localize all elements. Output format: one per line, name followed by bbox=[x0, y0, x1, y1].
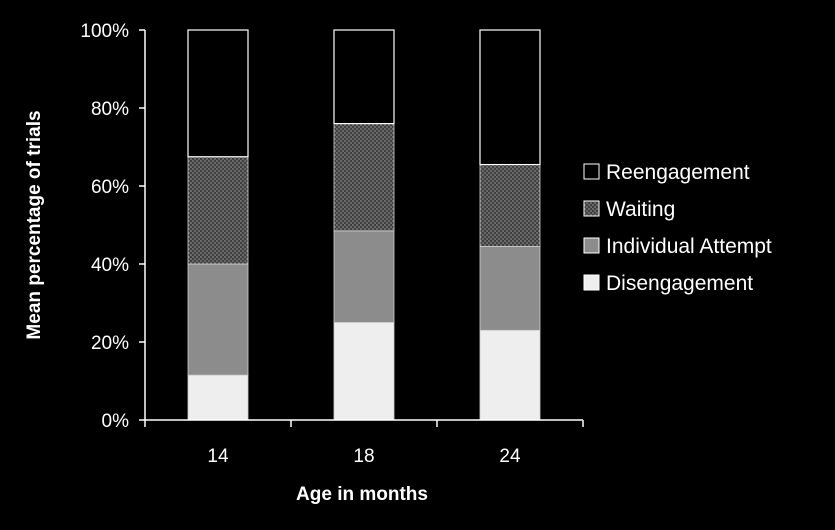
bar-individual-attempt-24 bbox=[479, 246, 541, 331]
bar-disengagement-18 bbox=[333, 322, 395, 421]
y-axis-title: Mean percentage of trials bbox=[24, 110, 45, 339]
y-ticks: 0% 20% 40% 60% 80% 100% bbox=[80, 21, 145, 432]
y-tick-label: 80% bbox=[91, 99, 129, 120]
x-tick-label: 18 bbox=[353, 446, 374, 467]
legend-label-disengagement: Disengagement bbox=[606, 272, 753, 295]
bar-waiting-18 bbox=[333, 123, 395, 232]
bar-waiting-24 bbox=[479, 164, 541, 247]
x-axis-title: Age in months bbox=[296, 484, 428, 505]
bar-disengagement-14 bbox=[187, 374, 249, 421]
legend-swatch-reengagement bbox=[583, 163, 600, 180]
bar-individual-attempt-18 bbox=[333, 230, 395, 323]
y-tick-label: 100% bbox=[80, 21, 129, 42]
y-tick-label: 60% bbox=[91, 177, 129, 198]
legend-swatch-disengagement bbox=[583, 274, 600, 291]
bar-waiting-14 bbox=[187, 156, 249, 265]
x-ticks: 14 18 24 bbox=[144, 420, 584, 467]
bar-reengagement-14 bbox=[187, 29, 249, 158]
x-tick-label: 24 bbox=[499, 446, 521, 467]
legend-swatch-individual-attempt bbox=[583, 237, 600, 254]
y-tick-label: 0% bbox=[102, 411, 130, 432]
legend-label-reengagement: Reengagement bbox=[606, 161, 750, 184]
x-tick-label: 14 bbox=[207, 446, 229, 467]
plot-area bbox=[187, 29, 541, 421]
bar-disengagement-24 bbox=[479, 329, 541, 421]
legend-label-individual-attempt: Individual Attempt bbox=[606, 235, 772, 258]
legend: Reengagement Waiting Individual Attempt Dis… bbox=[583, 161, 772, 295]
y-tick-label: 20% bbox=[91, 333, 129, 354]
bar-reengagement-18 bbox=[333, 29, 395, 125]
y-tick-label: 40% bbox=[91, 255, 129, 276]
bar-individual-attempt-14 bbox=[187, 263, 249, 376]
legend-swatch-waiting bbox=[583, 200, 600, 217]
bar-reengagement-24 bbox=[479, 29, 541, 166]
legend-label-waiting: Waiting bbox=[606, 198, 675, 221]
